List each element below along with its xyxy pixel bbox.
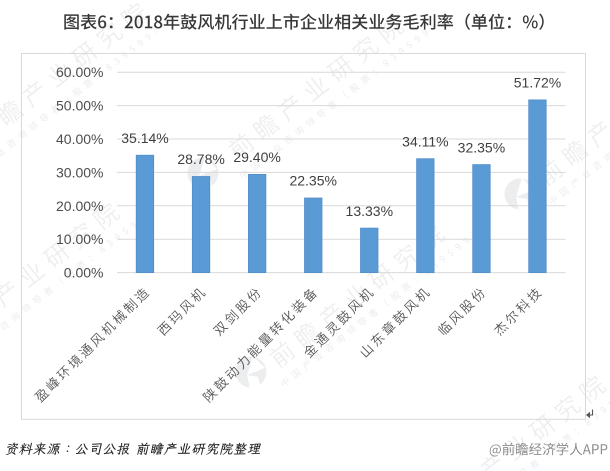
svg-text:10.00%: 10.00% [56,231,103,247]
svg-text:40.00%: 40.00% [56,131,103,147]
svg-text:50.00%: 50.00% [56,98,103,114]
svg-text:34.11%: 34.11% [402,133,448,149]
svg-text:60.00%: 60.00% [56,64,103,80]
svg-text:20.00%: 20.00% [56,198,103,214]
svg-text:51.72%: 51.72% [514,75,561,91]
svg-text:0.00%: 0.00% [64,265,104,281]
svg-text:22.35%: 22.35% [289,173,336,189]
svg-text:32.35%: 32.35% [458,139,505,155]
svg-text:29.40%: 29.40% [233,149,280,165]
svg-text:13.33%: 13.33% [346,203,393,219]
svg-text:30.00%: 30.00% [56,164,103,180]
svg-text:28.78%: 28.78% [177,151,224,167]
svg-text:35.14%: 35.14% [121,130,168,146]
